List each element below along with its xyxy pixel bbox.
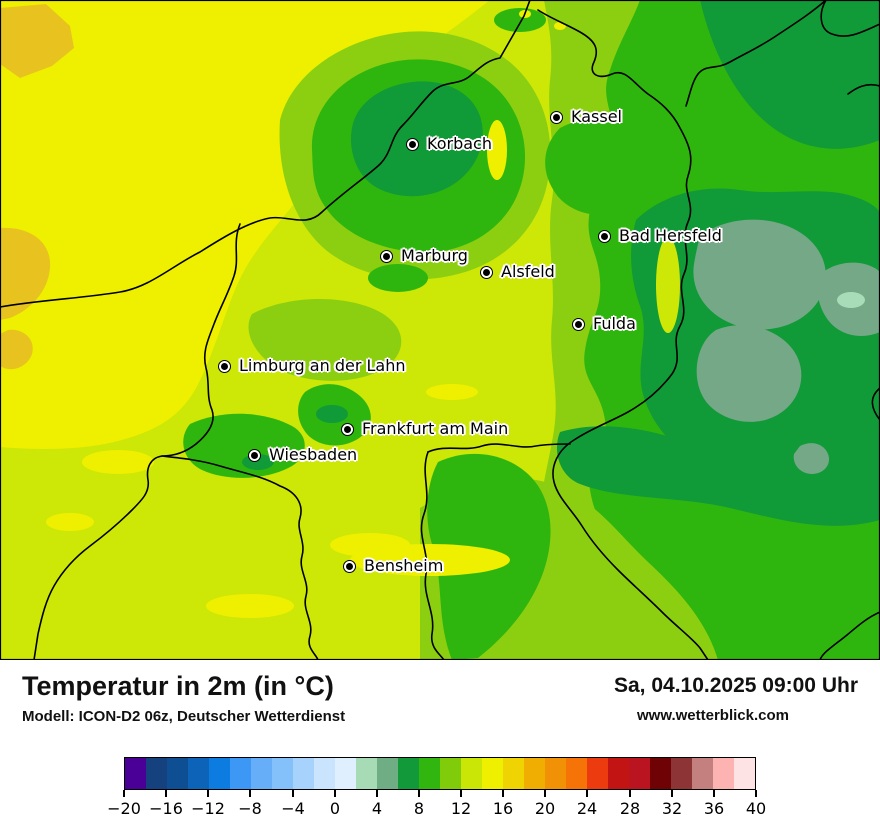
legend-tick bbox=[292, 790, 294, 797]
legend-color-segment bbox=[251, 758, 272, 789]
cold-mint-patch bbox=[837, 292, 865, 308]
legend-color-segment bbox=[566, 758, 587, 789]
legend-color-segment bbox=[692, 758, 713, 789]
warm-pocket bbox=[82, 450, 154, 474]
legend-tick bbox=[755, 790, 757, 797]
legend-tick bbox=[334, 790, 336, 797]
legend-color-segment bbox=[356, 758, 377, 789]
legend-tick bbox=[460, 790, 462, 797]
legend-color-segment bbox=[398, 758, 419, 789]
legend-tick-label: −12 bbox=[191, 799, 225, 818]
legend-tick bbox=[418, 790, 420, 797]
cold-sage-patch bbox=[693, 219, 826, 330]
legend-color-segment bbox=[461, 758, 482, 789]
cold-sage-patch bbox=[696, 325, 802, 422]
green-patch bbox=[316, 405, 348, 423]
warm-patch bbox=[0, 4, 74, 78]
legend-color-segment bbox=[587, 758, 608, 789]
legend-tick-label: 16 bbox=[492, 799, 514, 818]
green-patch bbox=[494, 8, 546, 32]
warm-pocket bbox=[487, 120, 507, 180]
legend-tick-label: −16 bbox=[149, 799, 183, 818]
legend-color-segment bbox=[629, 758, 650, 789]
legend-tick-label: 8 bbox=[413, 799, 425, 818]
legend-color-segment bbox=[230, 758, 251, 789]
legend-tick-label: −8 bbox=[238, 799, 262, 818]
legend-color-segment bbox=[734, 758, 755, 789]
legend-color-segment bbox=[671, 758, 692, 789]
legend-tick bbox=[586, 790, 588, 797]
legend-color-segment bbox=[419, 758, 440, 789]
legend-tick bbox=[123, 790, 125, 797]
legend-color-segment bbox=[713, 758, 734, 789]
page-title: Temperatur in 2m (in °C) bbox=[22, 671, 334, 701]
bright-streak bbox=[656, 237, 680, 333]
legend-tick bbox=[165, 790, 167, 797]
legend-tick-label: −4 bbox=[281, 799, 305, 818]
legend-tick-label: −20 bbox=[107, 799, 141, 818]
legend-color-segment bbox=[125, 758, 146, 789]
legend-color-segment bbox=[314, 758, 335, 789]
legend-tick bbox=[207, 790, 209, 797]
temperature-legend: −20 −16 −12 −8 −4 0 4 8 12 16 20 24 28 32 36 40 bbox=[107, 757, 766, 827]
legend-colorbar bbox=[124, 757, 756, 790]
legend-color-segment bbox=[482, 758, 503, 789]
legend-tick bbox=[249, 790, 251, 797]
legend-tick bbox=[544, 790, 546, 797]
legend-color-segment bbox=[440, 758, 461, 789]
legend-tick-label: 4 bbox=[371, 799, 383, 818]
warm-pocket bbox=[46, 513, 94, 531]
band-6-8 bbox=[556, 426, 880, 526]
green-patch bbox=[248, 299, 402, 381]
state-borders bbox=[0, 0, 880, 660]
legend-color-segment bbox=[272, 758, 293, 789]
green-patch bbox=[545, 119, 653, 216]
legend-tick-label: 12 bbox=[450, 799, 472, 818]
legend-color-segment bbox=[503, 758, 524, 789]
warm-patch bbox=[0, 227, 51, 320]
map-footer: Temperatur in 2m (in °C) Modell: ICON-D2… bbox=[0, 660, 880, 830]
legend-color-segment bbox=[209, 758, 230, 789]
model-info: Modell: ICON-D2 06z, Deutscher Wetterdie… bbox=[22, 708, 346, 725]
legend-tick-label: 32 bbox=[661, 799, 683, 818]
legend-color-segment bbox=[377, 758, 398, 789]
legend-tick-label: 36 bbox=[703, 799, 725, 818]
legend-tick bbox=[629, 790, 631, 797]
green-patch bbox=[368, 264, 428, 292]
legend-tick-label: 20 bbox=[534, 799, 556, 818]
legend-tick bbox=[376, 790, 378, 797]
legend-tick bbox=[713, 790, 715, 797]
legend-color-segment bbox=[146, 758, 167, 789]
band-6-8 bbox=[700, 0, 880, 149]
legend-color-segment bbox=[524, 758, 545, 789]
legend-color-segment bbox=[545, 758, 566, 789]
valid-datetime: Sa, 04.10.2025 09:00 Uhr bbox=[613, 674, 858, 697]
legend-tick-label: 0 bbox=[329, 799, 341, 818]
legend-tick bbox=[502, 790, 504, 797]
warm-pocket bbox=[206, 594, 294, 618]
legend-color-segment bbox=[167, 758, 188, 789]
green-patch bbox=[242, 454, 274, 470]
temperature-map: Kassel Korbach Bad Hersfeld Marburg Alsfeld F… bbox=[0, 0, 880, 660]
warm-patch bbox=[0, 329, 33, 370]
warm-pocket bbox=[330, 533, 410, 557]
website-url: www.wetterblick.com bbox=[637, 707, 789, 724]
legend-tick-label: 24 bbox=[576, 799, 598, 818]
warm-pocket bbox=[426, 384, 478, 400]
legend-tick-label: 28 bbox=[619, 799, 641, 818]
legend-color-segment bbox=[335, 758, 356, 789]
cold-sage-patch bbox=[793, 443, 830, 474]
legend-color-segment bbox=[188, 758, 209, 789]
green-patch bbox=[183, 413, 305, 478]
legend-color-segment bbox=[650, 758, 671, 789]
legend-tick-label: 40 bbox=[745, 799, 767, 818]
temperature-map-svg bbox=[0, 0, 880, 660]
legend-color-segment bbox=[293, 758, 314, 789]
legend-color-segment bbox=[608, 758, 629, 789]
legend-tick bbox=[671, 790, 673, 797]
meta-block: Sa, 04.10.2025 09:00 Uhr www.wetterblick… bbox=[568, 674, 858, 724]
